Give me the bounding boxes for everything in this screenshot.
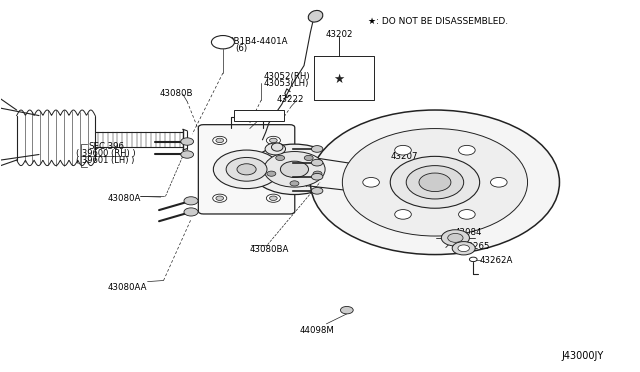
Circle shape bbox=[184, 197, 198, 205]
Circle shape bbox=[312, 159, 323, 166]
Text: J43000JY: J43000JY bbox=[562, 351, 604, 361]
Circle shape bbox=[212, 137, 227, 144]
Circle shape bbox=[459, 209, 475, 219]
Circle shape bbox=[237, 164, 256, 175]
Circle shape bbox=[290, 181, 299, 186]
Text: (6): (6) bbox=[236, 44, 248, 54]
Circle shape bbox=[267, 171, 276, 176]
Circle shape bbox=[442, 230, 469, 246]
Circle shape bbox=[269, 196, 277, 201]
Circle shape bbox=[459, 145, 475, 155]
Circle shape bbox=[452, 241, 475, 255]
Circle shape bbox=[180, 138, 193, 145]
Circle shape bbox=[390, 156, 479, 208]
Ellipse shape bbox=[308, 10, 323, 22]
Circle shape bbox=[312, 145, 323, 152]
Text: 43052E: 43052E bbox=[243, 111, 275, 120]
FancyBboxPatch shape bbox=[198, 125, 295, 214]
Circle shape bbox=[342, 129, 527, 236]
Circle shape bbox=[266, 137, 280, 144]
Circle shape bbox=[269, 138, 277, 142]
Text: 43265: 43265 bbox=[463, 241, 490, 251]
Circle shape bbox=[216, 196, 223, 201]
Text: 43207: 43207 bbox=[390, 152, 418, 161]
Text: ★: DO NOT BE DISASSEMBLED.: ★: DO NOT BE DISASSEMBLED. bbox=[368, 17, 508, 26]
Circle shape bbox=[310, 110, 559, 254]
Circle shape bbox=[251, 144, 338, 195]
Circle shape bbox=[419, 173, 451, 192]
Circle shape bbox=[313, 171, 322, 176]
Circle shape bbox=[211, 36, 234, 49]
Text: 43053(LH): 43053(LH) bbox=[264, 79, 309, 88]
Circle shape bbox=[406, 166, 464, 199]
Circle shape bbox=[212, 194, 227, 202]
Text: 43080A: 43080A bbox=[108, 194, 141, 203]
Text: ★: ★ bbox=[333, 73, 345, 86]
Circle shape bbox=[180, 151, 193, 158]
FancyBboxPatch shape bbox=[234, 110, 284, 121]
Circle shape bbox=[363, 177, 380, 187]
Circle shape bbox=[395, 209, 412, 219]
Circle shape bbox=[312, 187, 323, 194]
Text: 0B1B4-4401A: 0B1B4-4401A bbox=[228, 37, 287, 46]
Text: 43202: 43202 bbox=[325, 30, 353, 39]
Circle shape bbox=[265, 143, 285, 155]
Text: ( 39601 (LH) ): ( 39601 (LH) ) bbox=[76, 155, 134, 164]
Circle shape bbox=[216, 138, 223, 142]
Text: 43262A: 43262A bbox=[479, 256, 513, 265]
Text: SEC.396: SEC.396 bbox=[89, 142, 125, 151]
Circle shape bbox=[490, 177, 507, 187]
Circle shape bbox=[340, 307, 353, 314]
Text: 43080B: 43080B bbox=[159, 89, 193, 98]
Circle shape bbox=[266, 194, 280, 202]
Text: 43080BA: 43080BA bbox=[250, 244, 289, 254]
Text: 43052(RH): 43052(RH) bbox=[264, 72, 310, 81]
Circle shape bbox=[312, 173, 323, 180]
Circle shape bbox=[213, 150, 280, 189]
Circle shape bbox=[264, 151, 325, 187]
Circle shape bbox=[448, 234, 463, 242]
Ellipse shape bbox=[271, 143, 283, 151]
Text: 43084: 43084 bbox=[454, 228, 482, 237]
Circle shape bbox=[184, 208, 198, 216]
Circle shape bbox=[304, 155, 313, 161]
Text: 44098M: 44098M bbox=[300, 326, 335, 335]
Text: 43222: 43222 bbox=[276, 95, 304, 104]
Circle shape bbox=[458, 245, 469, 251]
Circle shape bbox=[280, 161, 308, 177]
Text: ( 39600 (RH) ): ( 39600 (RH) ) bbox=[76, 149, 136, 158]
Circle shape bbox=[226, 157, 267, 181]
Circle shape bbox=[276, 155, 285, 161]
Circle shape bbox=[395, 145, 412, 155]
Text: 43080AA: 43080AA bbox=[108, 283, 147, 292]
Circle shape bbox=[469, 257, 477, 262]
Text: B: B bbox=[220, 38, 226, 47]
